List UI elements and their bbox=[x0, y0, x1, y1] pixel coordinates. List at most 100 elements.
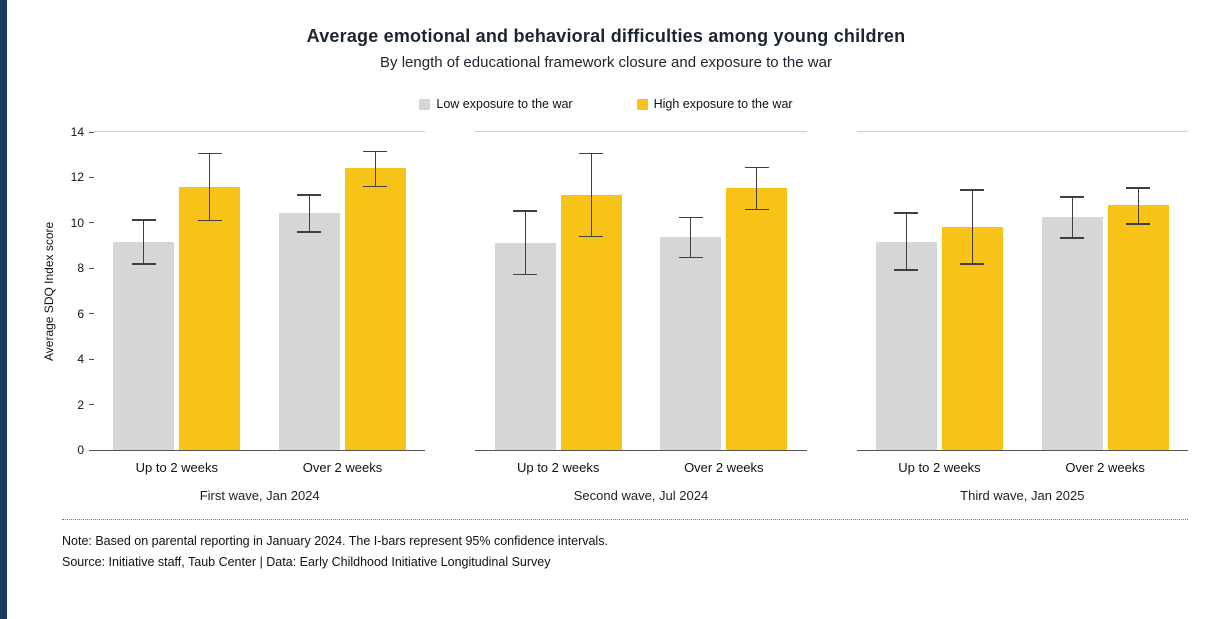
low-exposure-bar bbox=[1041, 130, 1103, 450]
legend-label-high-exposure: High exposure to the war bbox=[653, 97, 793, 111]
y-axis-tick: 4 bbox=[77, 352, 94, 366]
low-exposure-bar bbox=[494, 130, 556, 450]
bar-rect bbox=[875, 242, 937, 450]
error-bar-stem bbox=[524, 210, 526, 276]
chart-area: Average SDQ Index score 0 2 4 6 8 10 12 14 Up to… bbox=[40, 125, 1188, 503]
y-axis-label-column: Average SDQ Index score bbox=[40, 131, 58, 451]
low-exposure-bar bbox=[113, 130, 175, 450]
high-exposure-bar bbox=[1107, 130, 1169, 450]
plot-area bbox=[856, 131, 1188, 451]
plot-area bbox=[475, 130, 807, 451]
error-bar-cap bbox=[363, 185, 388, 188]
chart-panels: 0 2 4 6 8 10 12 14 Up to 2 weeks Over 2 weeks Firs… bbox=[58, 125, 1188, 503]
bar-rect bbox=[278, 213, 340, 450]
error-bar bbox=[660, 216, 721, 258]
category-label: Over 2 weeks bbox=[302, 460, 383, 475]
error-bar-cap bbox=[579, 235, 604, 238]
y-axis-label: Average SDQ Index score bbox=[42, 221, 56, 361]
bar-rect bbox=[726, 188, 788, 450]
bar-rect bbox=[1041, 216, 1103, 450]
legend-swatch-low-exposure bbox=[419, 98, 431, 110]
category-label: Over 2 weeks bbox=[684, 460, 764, 475]
high-exposure-bar bbox=[941, 130, 1003, 450]
error-bar bbox=[113, 219, 174, 265]
legend: Low exposure to the war High exposure to… bbox=[0, 97, 1212, 111]
legend-swatch-high-exposure bbox=[636, 98, 648, 110]
high-exposure-bar bbox=[560, 130, 622, 450]
y-axis-tick-label: 2 bbox=[77, 397, 84, 412]
y-axis-tick-label: 12 bbox=[70, 170, 84, 185]
high-exposure-bar bbox=[726, 130, 788, 450]
y-axis-tick: 12 bbox=[71, 170, 94, 184]
error-bar bbox=[726, 166, 787, 210]
y-axis-tick-label: 4 bbox=[77, 352, 84, 367]
y-axis-tick: 8 bbox=[77, 261, 94, 275]
bar-group bbox=[113, 130, 241, 450]
bar-group bbox=[660, 130, 788, 450]
bar-rect bbox=[494, 243, 556, 450]
y-axis-tick-mark bbox=[89, 449, 94, 451]
bar-rect bbox=[113, 242, 175, 450]
y-axis-tick-mark bbox=[89, 176, 94, 178]
category-label: Over 2 weeks bbox=[1065, 460, 1145, 475]
error-bar-stem bbox=[143, 219, 145, 265]
error-bar bbox=[561, 152, 622, 238]
error-bar-cap bbox=[894, 269, 919, 271]
high-exposure-bar bbox=[344, 130, 406, 450]
bar-groups bbox=[857, 132, 1188, 450]
y-axis-tick-mark bbox=[89, 222, 94, 224]
chart-panel-1: 0 2 4 6 8 10 12 14 Up to 2 weeks Over 2 weeks Firs… bbox=[71, 125, 426, 503]
footer: Note: Based on parental reporting in Jan… bbox=[62, 519, 1188, 572]
chart-panel-3: Up to 2 weeks Over 2 weeks Third wave, Jan… bbox=[856, 131, 1188, 503]
error-bar-stem bbox=[756, 166, 758, 210]
category-labels: Up to 2 weeks Over 2 weeks bbox=[475, 460, 806, 475]
category-labels: Up to 2 weeks Over 2 weeks bbox=[857, 460, 1188, 475]
error-bar bbox=[345, 150, 406, 188]
note-text: Note: Based on parental reporting in Jan… bbox=[62, 534, 608, 548]
y-axis-tick-mark bbox=[89, 131, 94, 133]
low-exposure-bar bbox=[660, 130, 722, 450]
error-bar bbox=[1042, 196, 1103, 239]
error-bar-stem bbox=[690, 216, 692, 258]
error-bar-cap bbox=[1060, 237, 1085, 239]
y-axis-tick-label: 10 bbox=[70, 215, 84, 230]
category-label: Up to 2 weeks bbox=[135, 460, 219, 475]
error-bar-stem bbox=[971, 189, 973, 265]
error-bar bbox=[1108, 187, 1169, 225]
bar-group bbox=[494, 130, 622, 450]
error-bar-cap bbox=[1126, 223, 1151, 225]
category-labels: Up to 2 weeks Over 2 weeks bbox=[94, 460, 425, 475]
panel-label: Second wave, Jul 2024 bbox=[573, 488, 709, 503]
y-axis-tick-mark bbox=[89, 267, 94, 269]
y-axis-tick-label: 6 bbox=[77, 306, 84, 321]
bar-group bbox=[875, 130, 1003, 450]
error-bar-stem bbox=[905, 212, 907, 271]
plot-area: 0 2 4 6 8 10 12 14 bbox=[71, 125, 426, 457]
low-exposure-bar bbox=[875, 130, 937, 450]
error-bar-stem bbox=[374, 150, 376, 188]
chart-subtitle: By length of educational framework closu… bbox=[380, 54, 832, 71]
error-bar-cap bbox=[513, 273, 538, 276]
y-axis-tick-mark bbox=[89, 358, 94, 360]
legend-item-high-exposure: High exposure to the war bbox=[636, 97, 793, 111]
y-axis-tick: 2 bbox=[77, 398, 94, 412]
error-bar-stem bbox=[209, 152, 211, 222]
accent-stripe bbox=[0, 0, 7, 619]
legend-label-low-exposure: Low exposure to the war bbox=[436, 97, 573, 111]
error-bar-cap bbox=[197, 219, 222, 222]
y-axis-tick-label: 8 bbox=[77, 261, 84, 276]
panel-label: First wave, Jan 2024 bbox=[199, 488, 320, 503]
y-axis-tick-label: 0 bbox=[77, 443, 84, 457]
legend-item-low-exposure: Low exposure to the war bbox=[419, 97, 573, 111]
error-bar-cap bbox=[678, 256, 703, 258]
low-exposure-bar bbox=[278, 130, 340, 450]
category-label: Up to 2 weeks bbox=[516, 460, 600, 475]
error-bar bbox=[179, 152, 240, 222]
y-axis-tick: 10 bbox=[71, 216, 94, 230]
bar-rect bbox=[179, 187, 241, 450]
chart-header: Average emotional and behavioral difficu… bbox=[0, 0, 1212, 71]
chart-panel-2: Up to 2 weeks Over 2 weeks Second wave, Ju… bbox=[475, 130, 807, 503]
error-bar-cap bbox=[960, 263, 985, 265]
y-axis-tick-label: 14 bbox=[70, 125, 84, 139]
